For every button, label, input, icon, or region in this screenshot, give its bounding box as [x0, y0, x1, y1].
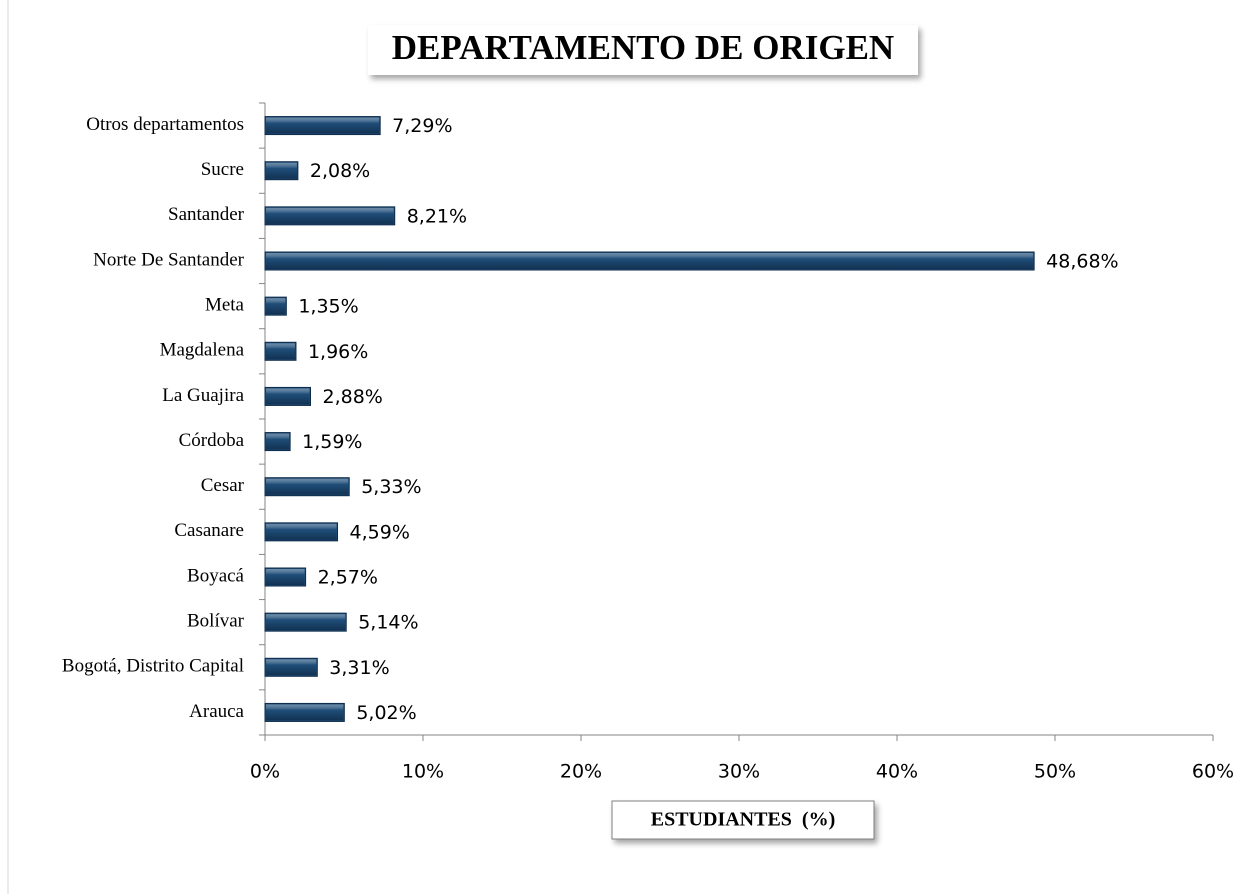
- bar-shade: [266, 388, 310, 405]
- bar-shade: [266, 569, 305, 585]
- bar-shade: [266, 253, 1034, 269]
- x-tick-label: 20%: [560, 761, 602, 783]
- bar-shade: [266, 478, 349, 495]
- bar-shade: [266, 207, 394, 224]
- x-tick-label: 40%: [876, 761, 918, 783]
- y-tick-label: Arauca: [189, 701, 244, 722]
- value-label: 2,08%: [310, 160, 370, 182]
- bar-shade: [266, 614, 346, 631]
- y-tick-label: Cesar: [201, 475, 245, 496]
- y-tick-label: Boyacá: [187, 565, 245, 586]
- x-tick-label: 0%: [250, 761, 280, 783]
- y-tick-label: Magdalena: [160, 340, 245, 361]
- bar-shade: [266, 117, 380, 134]
- bar-shade: [266, 659, 317, 676]
- x-tick-label: 30%: [718, 761, 760, 783]
- y-tick-label: Bolívar: [187, 611, 245, 632]
- value-label: 1,96%: [308, 341, 368, 363]
- y-tick-label: Bogotá, Distrito Capital: [62, 656, 244, 677]
- x-tick-label: 50%: [1034, 761, 1076, 783]
- x-label-box: [611, 800, 875, 840]
- value-label: 3,31%: [329, 657, 389, 679]
- y-tick-label: La Guajira: [162, 385, 244, 406]
- x-tick-label: 60%: [1192, 761, 1234, 783]
- value-label: 1,35%: [298, 296, 358, 318]
- y-tick-label: Santander: [168, 204, 245, 225]
- x-axis-label: ESTUDIANTES (%): [651, 809, 835, 831]
- y-tick-label: Meta: [205, 295, 245, 316]
- y-tick-label: Casanare: [174, 520, 244, 541]
- value-label: 4,59%: [350, 521, 410, 543]
- y-tick-label: Otros departamentos: [86, 114, 244, 135]
- title-box: [368, 25, 918, 75]
- value-label: 8,21%: [407, 205, 467, 227]
- chart-title: DEPARTAMENTO DE ORIGEN: [392, 28, 894, 67]
- bar-shade: [266, 523, 337, 540]
- bar-shade: [266, 162, 297, 179]
- bar-shade: [266, 298, 286, 315]
- y-tick-label: Sucre: [201, 159, 244, 180]
- x-tick-label: 10%: [402, 761, 444, 783]
- value-label: 5,14%: [358, 612, 418, 634]
- y-tick-label: Córdoba: [179, 430, 245, 451]
- value-label: 5,33%: [361, 476, 421, 498]
- bar-shade: [266, 343, 295, 360]
- value-label: 5,02%: [356, 702, 416, 724]
- bar-shade: [266, 433, 290, 450]
- value-label: 1,59%: [302, 431, 362, 453]
- value-label: 2,57%: [318, 567, 378, 589]
- value-label: 2,88%: [323, 386, 383, 408]
- value-label: 48,68%: [1046, 251, 1118, 273]
- value-label: 7,29%: [392, 115, 452, 137]
- y-tick-label: Norte De Santander: [93, 249, 245, 270]
- bar-shade: [266, 704, 344, 721]
